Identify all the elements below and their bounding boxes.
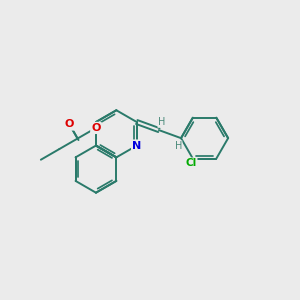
Text: N: N xyxy=(132,141,141,151)
Text: H: H xyxy=(158,117,165,127)
Text: Cl: Cl xyxy=(186,158,197,168)
Text: O: O xyxy=(65,119,74,130)
Text: H: H xyxy=(175,141,182,151)
Text: O: O xyxy=(91,123,101,133)
